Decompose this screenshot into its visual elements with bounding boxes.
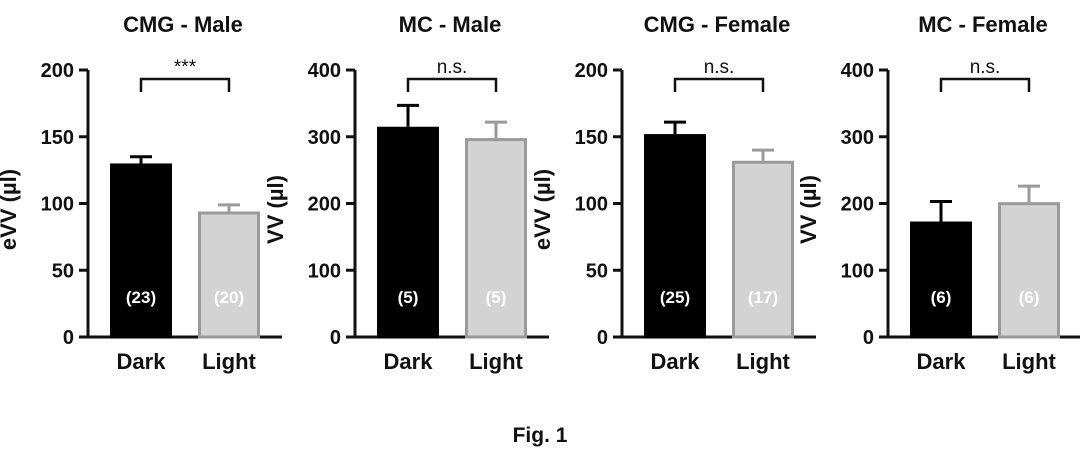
panel-title: CMG - Female (644, 12, 791, 37)
y-tick-label: 400 (841, 60, 874, 82)
y-tick-label: 200 (41, 60, 74, 82)
y-tick-label: 0 (863, 327, 874, 349)
significance-bracket (673, 77, 765, 92)
panel-2: MC - Male 0 100 200 300 400 VV (µl) (5) Dark (5) L… (263, 12, 549, 374)
x-tick-label: Dark (117, 349, 167, 374)
y-tick-label: 100 (41, 194, 74, 216)
panel-4: MC - Female 0 100 200 300 400 VV (µl) (6) Dark (6… (796, 12, 1080, 374)
y-axis-label: eVV (µl) (0, 169, 21, 250)
x-tick-label: Light (469, 349, 523, 374)
panel-title: MC - Male (399, 12, 502, 37)
y-tick-label: 300 (308, 127, 341, 149)
y-tick-label: 0 (63, 327, 74, 349)
x-tick-label: Dark (651, 349, 701, 374)
bar-light (198, 211, 260, 339)
y-tick-label: 150 (575, 127, 608, 149)
x-tick-label: Dark (384, 349, 434, 374)
y-tick-label: 100 (575, 194, 608, 216)
y-tick-label: 400 (308, 60, 341, 82)
bar-light (998, 202, 1060, 339)
figure-panels: CMG - Male 0 50 100 150 200 eVV (µl) (23) Dark (2… (0, 12, 1080, 374)
panel-title: CMG - Male (123, 12, 243, 37)
sample-size-label: (23) (126, 288, 156, 307)
bar-dark (110, 163, 172, 339)
sample-size-label: (6) (931, 288, 952, 307)
sample-size-label: (5) (486, 288, 507, 307)
significance-bracket (939, 77, 1031, 92)
y-tick-label: 100 (308, 260, 341, 282)
y-tick-label: 0 (597, 327, 608, 349)
y-tick-label: 200 (308, 194, 341, 216)
y-tick-label: 300 (841, 127, 874, 149)
panel-3: CMG - Female 0 50 100 150 200 eVV (µl) (25) Dark… (530, 12, 816, 374)
panel-title: MC - Female (918, 12, 1048, 37)
y-tick-label: 200 (575, 60, 608, 82)
x-tick-label: Dark (917, 349, 967, 374)
panel-1: CMG - Male 0 50 100 150 200 eVV (µl) (23) Dark (2… (0, 12, 282, 374)
bar-light (465, 138, 527, 339)
y-axis-label: VV (µl) (263, 175, 288, 244)
y-axis-label: eVV (µl) (530, 169, 555, 250)
significance-label: *** (174, 57, 197, 78)
significance-label: n.s. (970, 57, 1001, 78)
bar-light (732, 160, 794, 339)
figure-caption: Fig. 1 (512, 424, 568, 447)
sample-size-label: (20) (214, 288, 244, 307)
sample-size-label: (6) (1019, 288, 1040, 307)
sample-size-label: (25) (660, 288, 690, 307)
y-tick-label: 150 (41, 127, 74, 149)
significance-bracket (139, 77, 231, 92)
x-tick-label: Light (202, 349, 256, 374)
significance-bracket (406, 77, 498, 92)
sample-size-label: (5) (398, 288, 419, 307)
y-axis-label: VV (µl) (796, 175, 821, 244)
y-tick-label: 200 (841, 194, 874, 216)
bar-dark (644, 134, 706, 339)
significance-label: n.s. (437, 57, 468, 78)
bar-dark (910, 221, 972, 339)
bar-dark (377, 126, 439, 339)
y-tick-label: 100 (841, 260, 874, 282)
y-tick-label: 0 (330, 327, 341, 349)
sample-size-label: (17) (748, 288, 778, 307)
x-tick-label: Light (736, 349, 790, 374)
y-tick-label: 50 (52, 260, 74, 282)
significance-label: n.s. (704, 57, 735, 78)
x-tick-label: Light (1002, 349, 1056, 374)
y-tick-label: 50 (586, 260, 608, 282)
